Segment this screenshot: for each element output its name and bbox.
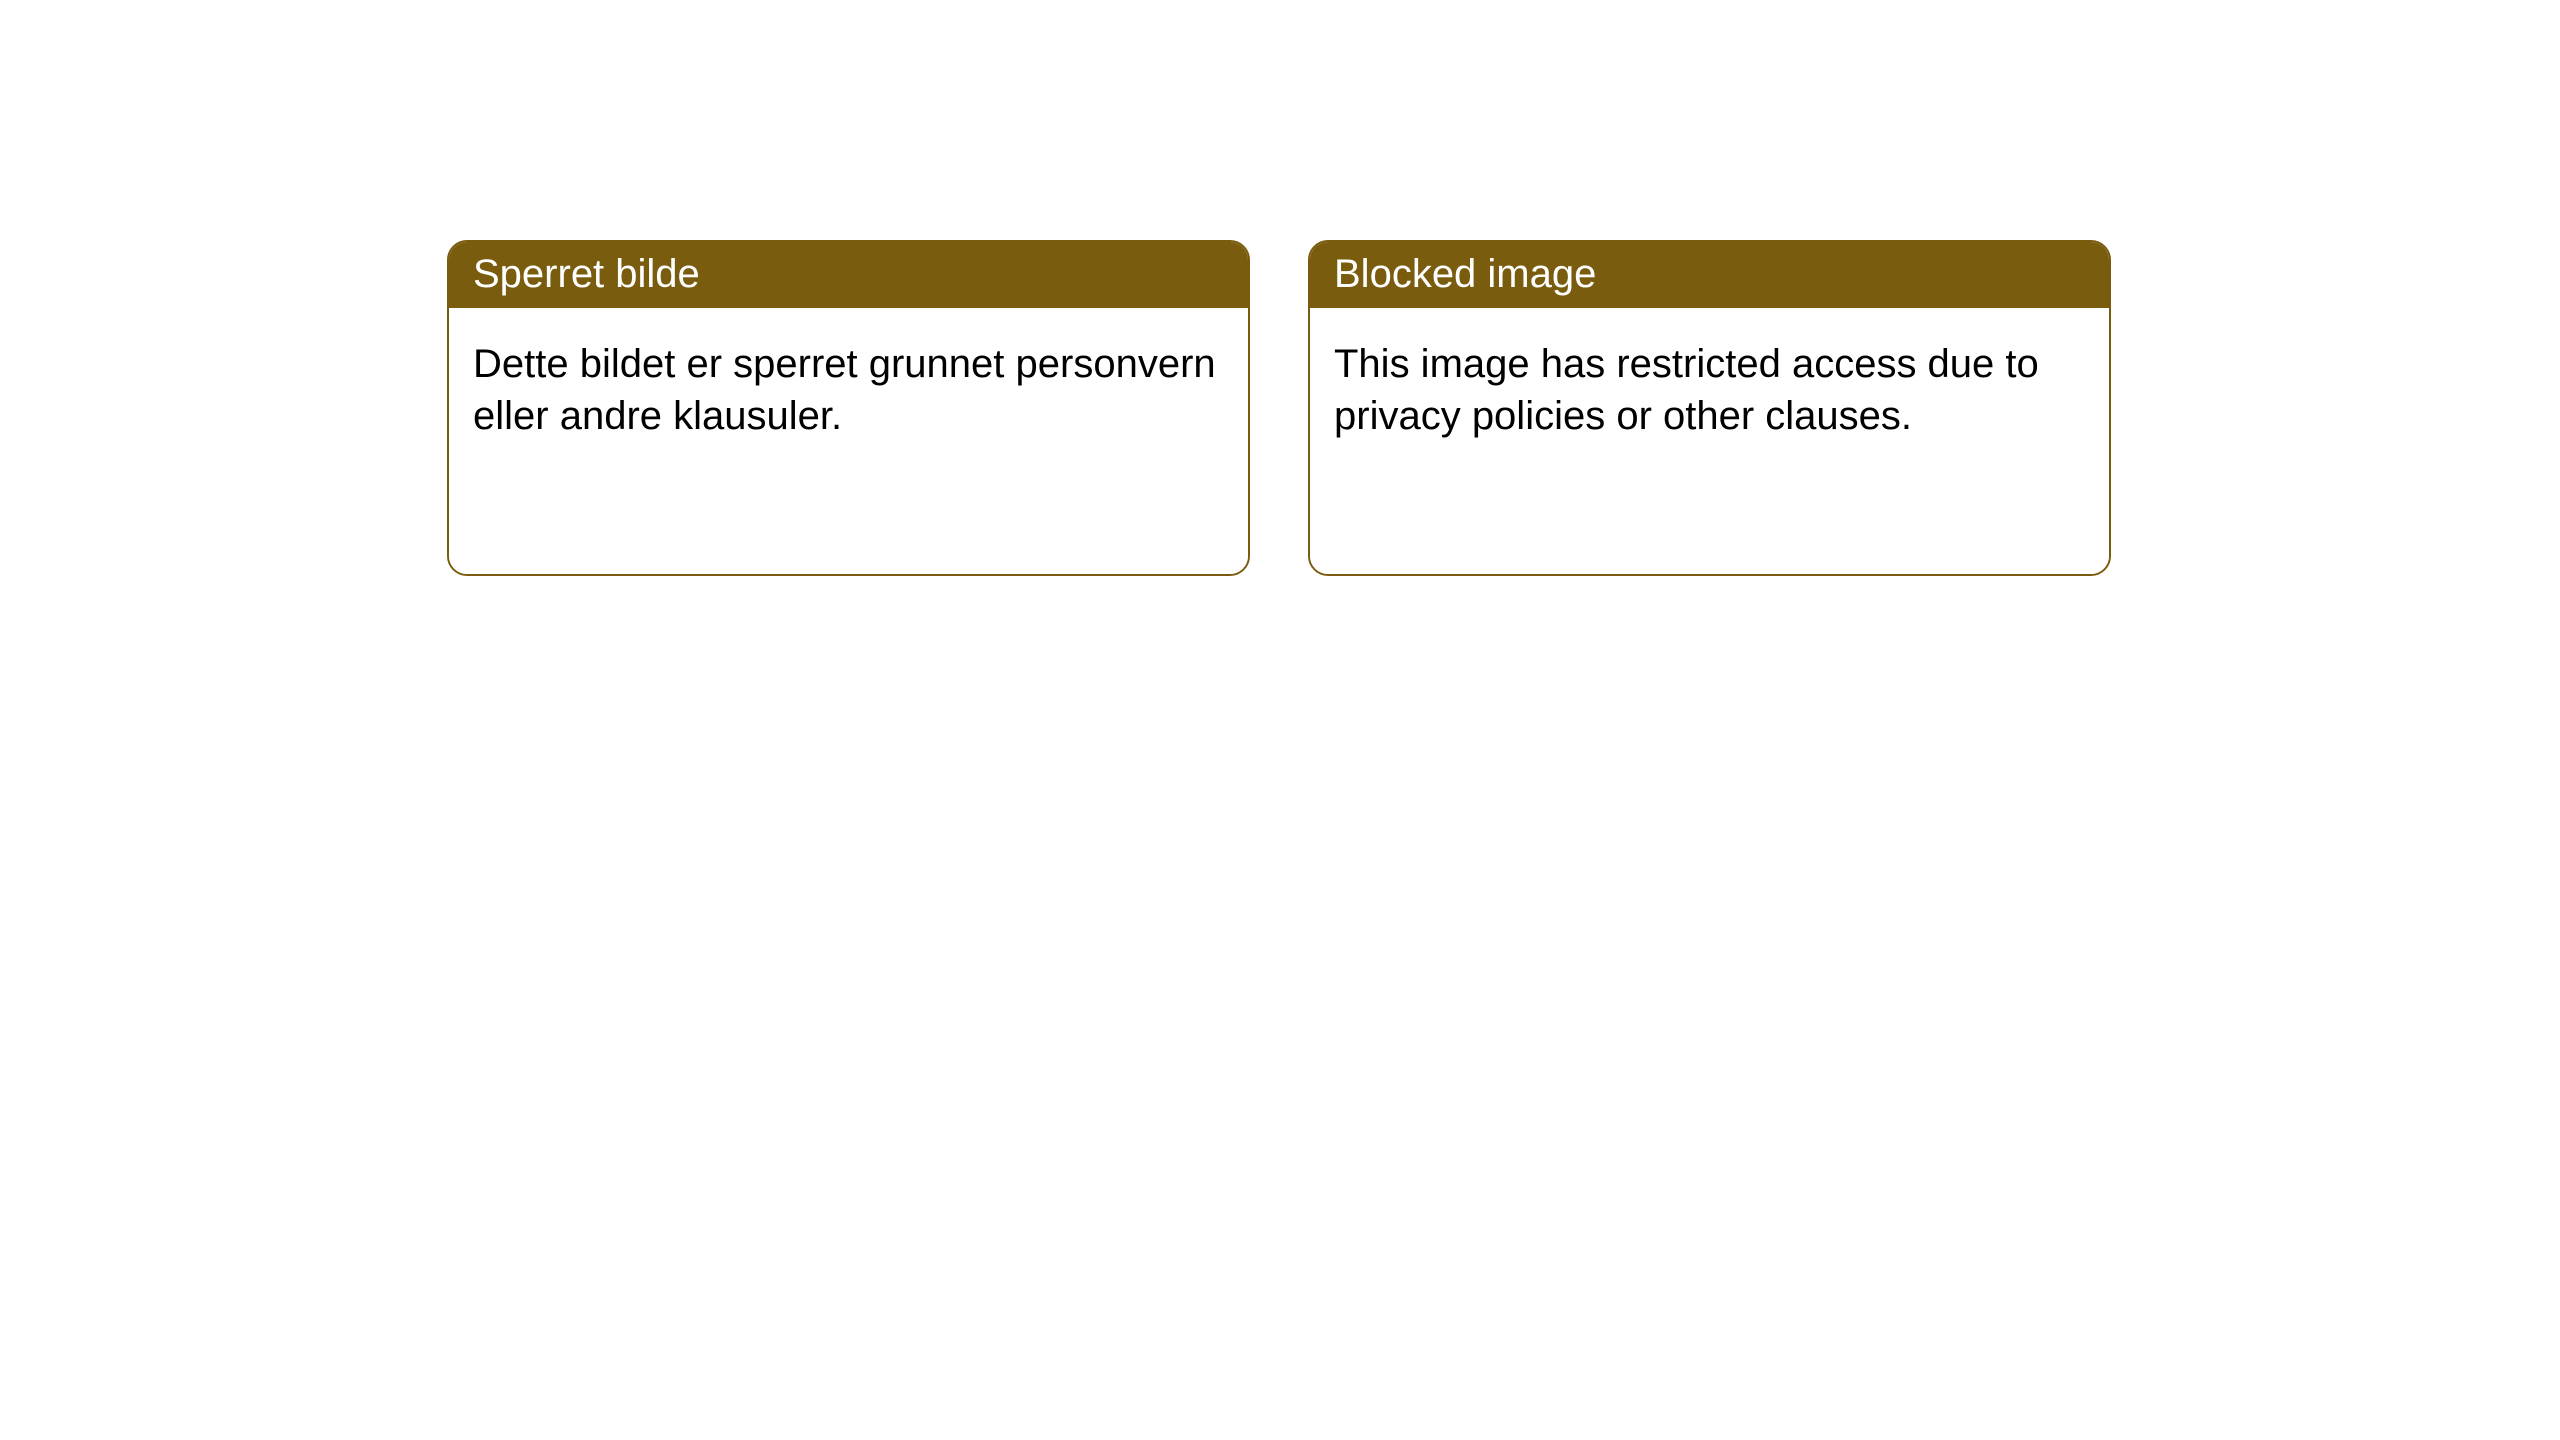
card-title-no: Sperret bilde (473, 252, 700, 296)
notice-cards-container: Sperret bilde Dette bildet er sperret gr… (447, 240, 2560, 576)
card-body-en: This image has restricted access due to … (1310, 308, 2109, 574)
card-header-en: Blocked image (1310, 242, 2109, 308)
blocked-image-card-no: Sperret bilde Dette bildet er sperret gr… (447, 240, 1250, 576)
card-header-no: Sperret bilde (449, 242, 1248, 308)
card-message-no: Dette bildet er sperret grunnet personve… (473, 338, 1224, 442)
card-message-en: This image has restricted access due to … (1334, 338, 2085, 442)
card-title-en: Blocked image (1334, 252, 1596, 296)
blocked-image-card-en: Blocked image This image has restricted … (1308, 240, 2111, 576)
card-body-no: Dette bildet er sperret grunnet personve… (449, 308, 1248, 574)
